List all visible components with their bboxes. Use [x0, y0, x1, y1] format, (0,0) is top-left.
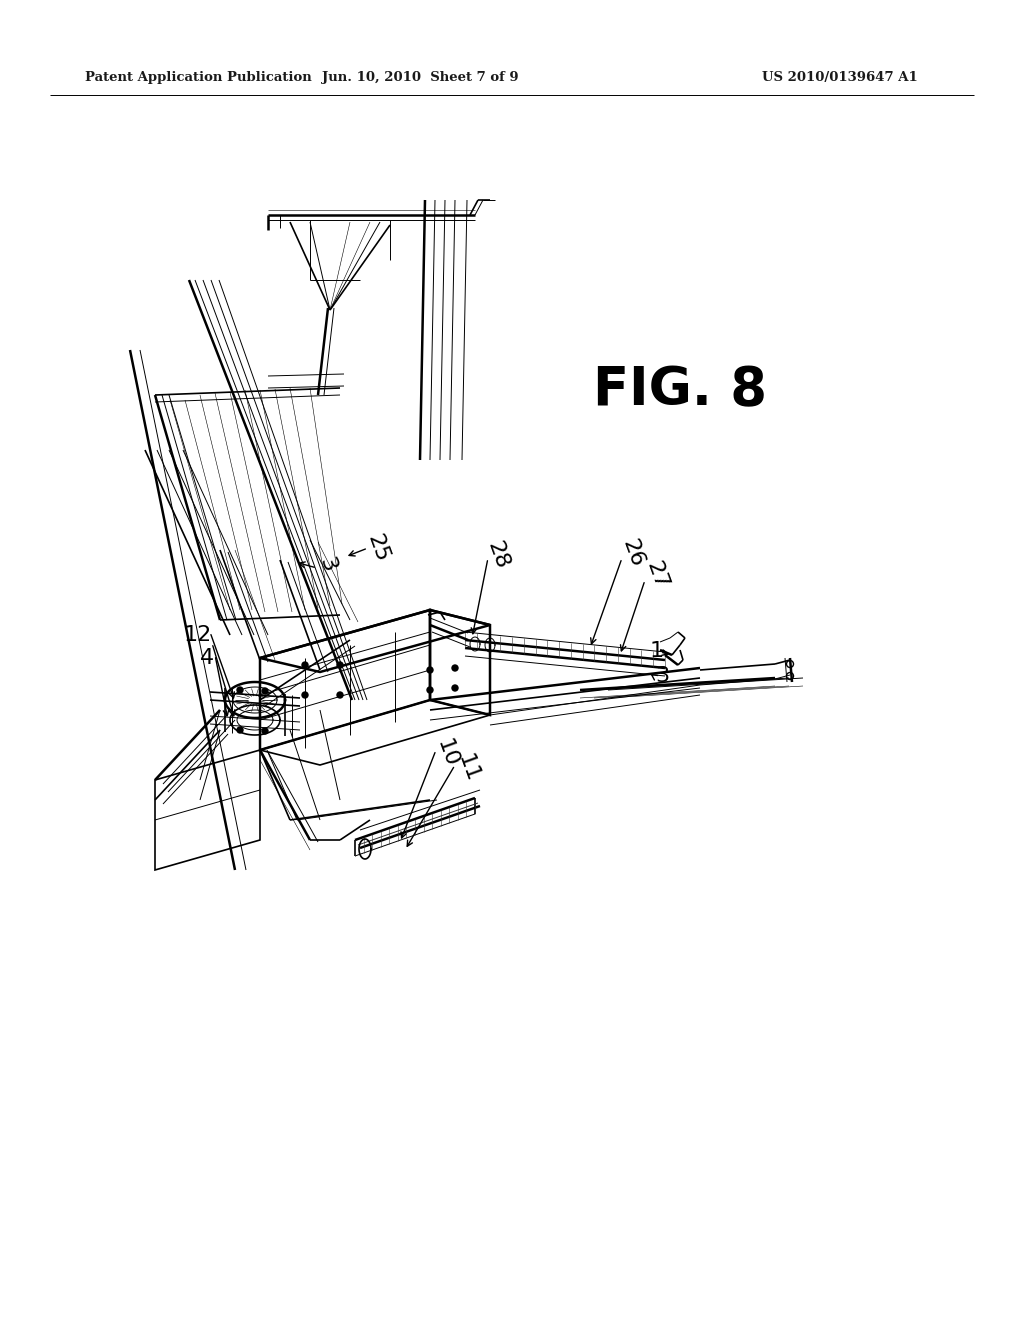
Circle shape — [302, 692, 308, 698]
Text: US 2010/0139647 A1: US 2010/0139647 A1 — [762, 71, 918, 84]
Text: Jun. 10, 2010  Sheet 7 of 9: Jun. 10, 2010 Sheet 7 of 9 — [322, 71, 518, 84]
Text: 3: 3 — [315, 554, 339, 576]
Text: 27: 27 — [643, 558, 671, 591]
Text: 10: 10 — [433, 737, 461, 770]
Circle shape — [427, 667, 433, 673]
Text: 3: 3 — [655, 667, 669, 686]
Text: 1: 1 — [650, 642, 664, 661]
Circle shape — [452, 685, 458, 690]
Circle shape — [237, 727, 243, 733]
Text: FIG. 8: FIG. 8 — [593, 364, 767, 416]
Text: Patent Application Publication: Patent Application Publication — [85, 71, 311, 84]
Text: 4: 4 — [200, 648, 214, 668]
Circle shape — [262, 688, 268, 694]
Text: 11: 11 — [454, 751, 482, 784]
Circle shape — [427, 686, 433, 693]
Text: 26: 26 — [618, 536, 647, 570]
Circle shape — [237, 686, 243, 693]
Circle shape — [337, 663, 343, 668]
Text: 28: 28 — [483, 539, 512, 572]
Circle shape — [302, 663, 308, 668]
Text: 12: 12 — [184, 624, 212, 645]
Circle shape — [262, 729, 268, 734]
Text: 25: 25 — [364, 531, 392, 565]
Circle shape — [337, 692, 343, 698]
Circle shape — [452, 665, 458, 671]
